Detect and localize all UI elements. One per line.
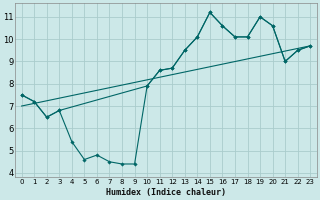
X-axis label: Humidex (Indice chaleur): Humidex (Indice chaleur) [106,188,226,197]
